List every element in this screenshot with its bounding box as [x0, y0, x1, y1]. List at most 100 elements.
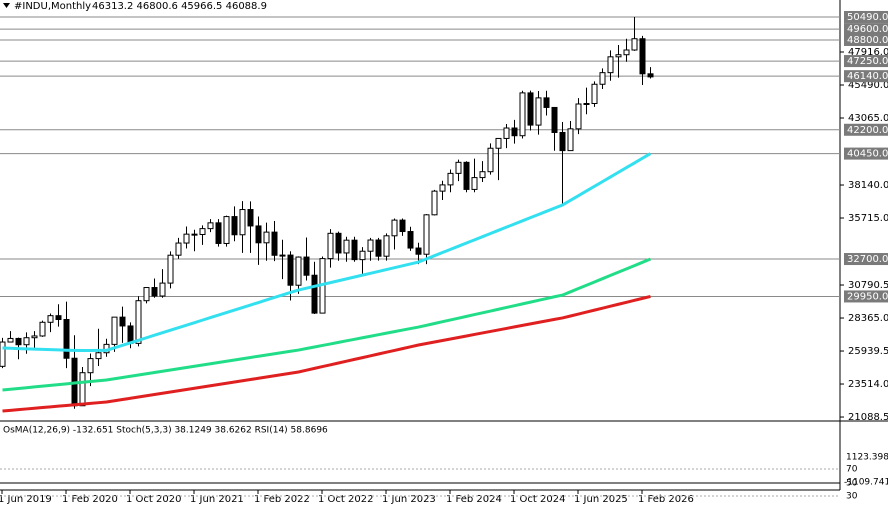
- x-tick-label: 1 Feb 2020: [62, 494, 118, 505]
- x-tick-label: 1 Oct 2022: [318, 494, 373, 505]
- candle-body: [423, 214, 430, 255]
- candle-body: [367, 239, 374, 252]
- candle-body: [311, 274, 318, 314]
- candle-body: [7, 337, 14, 343]
- indicator-label: 1123.398: [846, 453, 888, 463]
- y-tick-label: 30790.5: [848, 280, 888, 291]
- candle-body: [199, 228, 206, 236]
- candle-body: [535, 97, 542, 126]
- candle-body: [543, 97, 550, 108]
- moving-average: [2, 152, 652, 352]
- x-tick-label: 1 Jun 2023: [382, 494, 436, 505]
- moving-average: [2, 257, 652, 392]
- candle-body: [343, 239, 350, 254]
- candle-body: [495, 137, 502, 149]
- indicator-label: 50: [846, 479, 858, 489]
- x-tick-label: 1 Jun 2025: [574, 494, 628, 505]
- candle-body: [135, 300, 142, 344]
- level-label: 47250.0: [847, 56, 888, 67]
- level-box: [844, 55, 888, 68]
- ohlc-label: 46313.2 46800.6 45966.5 46088.9: [92, 1, 267, 12]
- y-tick-label: 38140.0: [848, 180, 888, 191]
- candle-body: [399, 219, 406, 233]
- indicator-label: 70: [846, 465, 858, 475]
- candle-body: [487, 147, 494, 173]
- candle-body: [15, 337, 22, 346]
- candle-body: [23, 337, 30, 346]
- level-box: [844, 33, 888, 46]
- candle-body: [143, 287, 150, 302]
- candle-body: [463, 161, 470, 190]
- candle-body: [431, 190, 438, 216]
- level-box: [844, 23, 888, 36]
- candle-body: [263, 231, 270, 244]
- x-tick-label: 1 Oct 2024: [510, 494, 565, 505]
- candle-body: [615, 54, 622, 58]
- level-box: [844, 290, 888, 303]
- candle-body: [95, 352, 102, 360]
- candle-body: [639, 38, 646, 75]
- x-tick-label: 1 Feb 2024: [446, 494, 502, 505]
- x-tick-label: 1 Jun 2019: [0, 494, 52, 505]
- candle-body: [279, 254, 286, 257]
- candle-body: [471, 177, 478, 190]
- level-label: 48800.0: [847, 35, 888, 46]
- candle-body: [119, 316, 126, 327]
- candle-body: [87, 358, 94, 374]
- level-box: [844, 10, 888, 23]
- y-tick-label: 28365.0: [848, 313, 888, 324]
- candle-body: [591, 83, 598, 105]
- candle-body: [567, 128, 574, 152]
- candle-body: [175, 242, 182, 256]
- level-label: 32700.0: [847, 254, 888, 265]
- candle-body: [191, 233, 198, 236]
- candle-body: [327, 232, 334, 260]
- level-label: 42200.0: [847, 125, 888, 136]
- candle-body: [247, 209, 254, 227]
- candle-body: [207, 222, 214, 230]
- candle-body: [455, 161, 462, 174]
- candle-body: [159, 282, 166, 297]
- level-box: [844, 70, 888, 83]
- candle-body: [479, 171, 486, 179]
- candle-body: [223, 216, 230, 244]
- candle-body: [183, 233, 190, 244]
- candle-body: [375, 239, 382, 257]
- y-tick-label: 43065.0: [848, 113, 888, 124]
- level-box: [844, 253, 888, 266]
- candle-body: [351, 239, 358, 261]
- level-box: [844, 147, 888, 160]
- candle-body: [527, 92, 534, 126]
- candle-body: [575, 103, 582, 130]
- level-label: 40450.0: [847, 149, 888, 160]
- candle-body: [383, 235, 390, 257]
- candle-body: [503, 127, 510, 139]
- y-tick-label: 45490.0: [848, 80, 888, 91]
- x-tick-label: 1 Jun 2021: [190, 494, 244, 505]
- candle-body: [511, 127, 518, 137]
- candle-body: [47, 315, 54, 323]
- level-label: 29950.0: [847, 291, 888, 302]
- level-label: 46140.0: [847, 71, 888, 82]
- candle-body: [55, 315, 62, 321]
- candle-body: [631, 38, 638, 51]
- candle-body: [167, 254, 174, 284]
- indicator-label: -1109.741: [844, 478, 888, 488]
- candle-body: [335, 232, 342, 254]
- candle-body: [519, 92, 526, 137]
- indicator-header: OsMA(12,26,9) -132.651 Stoch(5,3,3) 38.1…: [3, 426, 328, 436]
- candle-body: [215, 222, 222, 244]
- candle-body: [79, 372, 86, 407]
- candle-body: [559, 131, 566, 152]
- candle-body: [391, 219, 398, 237]
- candle-body: [407, 231, 414, 249]
- y-tick-label: 47916.0: [848, 47, 888, 58]
- chart-title: #INDU,Monthly: [14, 1, 91, 12]
- candle-body: [287, 254, 294, 286]
- candle-body: [439, 184, 446, 192]
- candle-body: [255, 225, 262, 244]
- header-icon: [3, 3, 10, 8]
- candle-body: [231, 216, 238, 236]
